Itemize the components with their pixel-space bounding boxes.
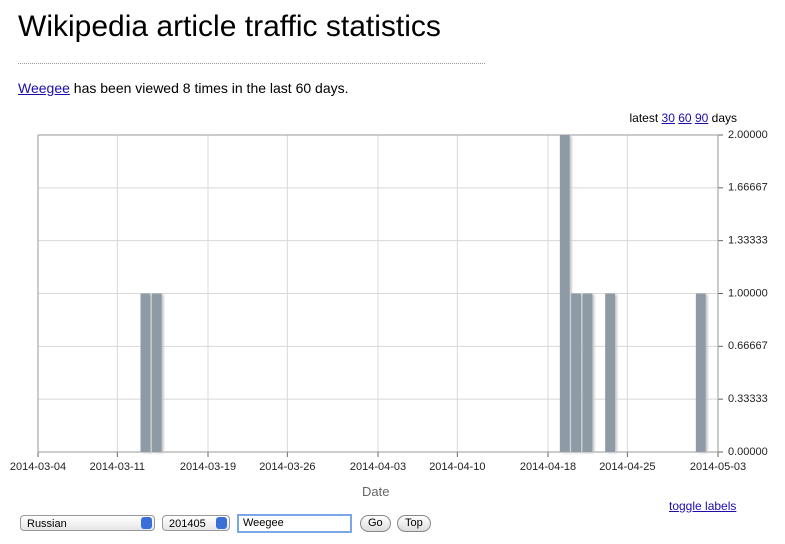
x-tick-label: 2014-03-19 bbox=[180, 461, 236, 473]
language-select[interactable]: Russian bbox=[20, 515, 155, 531]
plot-frame bbox=[37, 134, 719, 453]
range-suffix: days bbox=[711, 111, 737, 125]
range-link[interactable]: 30 bbox=[661, 111, 675, 125]
x-axis-label: Date bbox=[362, 484, 390, 499]
range-links: latest 30 60 90 days bbox=[630, 111, 738, 125]
x-tick-label: 2014-03-26 bbox=[259, 461, 315, 473]
divider bbox=[18, 63, 485, 64]
bar bbox=[151, 293, 162, 452]
y-tick-label: 0.66667 bbox=[728, 340, 768, 352]
bar bbox=[605, 293, 615, 452]
page-title: Wikipedia article traffic statistics bbox=[18, 10, 441, 43]
article-input[interactable]: Weegee bbox=[237, 514, 352, 533]
x-tick-label: 2014-04-18 bbox=[520, 461, 576, 473]
y-tick-label: 1.33333 bbox=[728, 235, 768, 247]
x-tick-label: 2014-04-03 bbox=[350, 461, 406, 473]
y-tick-label: 0.33333 bbox=[728, 393, 768, 405]
range-link[interactable]: 60 bbox=[678, 111, 692, 125]
y-tick-label: 1.66667 bbox=[728, 182, 768, 194]
x-tick-label: 2014-05-03 bbox=[690, 461, 746, 473]
y-tick-label: 1.00000 bbox=[728, 287, 768, 299]
range-link[interactable]: 90 bbox=[694, 111, 709, 125]
summary-text: has been viewed 8 times in the last 60 d… bbox=[73, 80, 349, 96]
x-tick-label: 2014-04-10 bbox=[429, 461, 485, 473]
y-tick-label: 0.00000 bbox=[728, 446, 768, 458]
bar bbox=[571, 293, 581, 452]
summary: Weegee has been viewed 8 times in the la… bbox=[18, 80, 349, 96]
x-tick-label: 2014-03-04 bbox=[10, 461, 66, 473]
range-prefix: latest bbox=[629, 111, 659, 125]
bar bbox=[140, 293, 151, 452]
top-button[interactable]: Top bbox=[397, 515, 431, 532]
bar bbox=[695, 293, 706, 452]
x-tick-label: 2014-04-25 bbox=[599, 461, 655, 473]
month-select[interactable]: 201405 bbox=[162, 515, 230, 531]
article-link[interactable]: Weegee bbox=[18, 80, 70, 96]
bar bbox=[582, 293, 593, 452]
go-button[interactable]: Go bbox=[360, 515, 391, 532]
bar bbox=[559, 135, 570, 452]
toggle-labels[interactable]: toggle labels bbox=[669, 499, 737, 513]
y-tick-label: 2.00000 bbox=[728, 129, 768, 141]
x-tick-label: 2014-03-11 bbox=[90, 461, 145, 473]
